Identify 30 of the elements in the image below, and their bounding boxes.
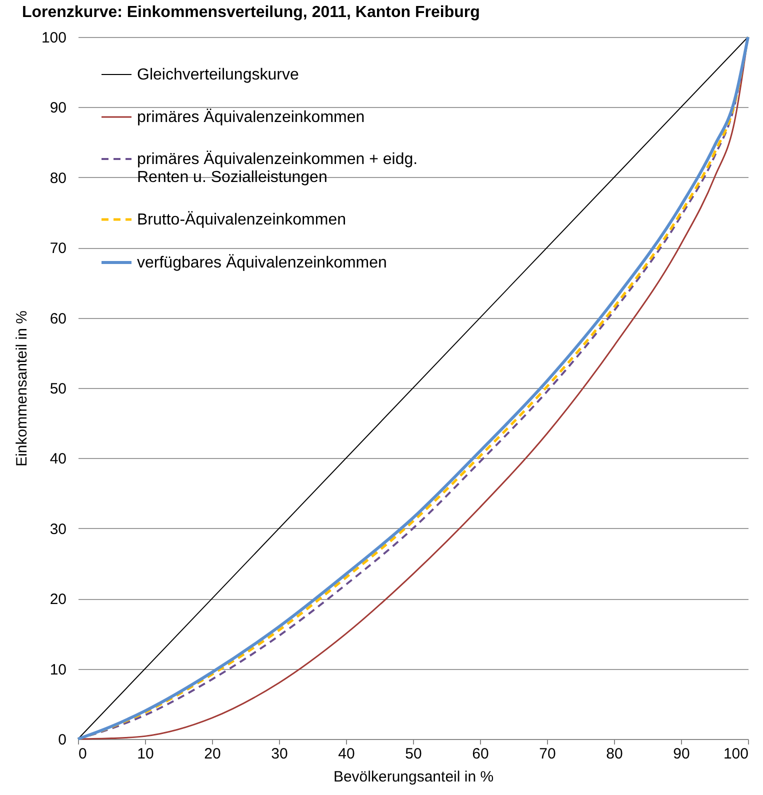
legend-label: verfügbares Äquivalenzeinkommen [137,254,387,272]
y-axis-title: Einkommensanteil in % [13,310,30,466]
y-tick-label: 100 [41,30,66,46]
x-tick-label: 40 [338,746,355,762]
x-tick-label: 20 [204,746,221,762]
x-tick-label: 0 [78,746,87,762]
x-tick-label: 90 [673,746,690,762]
y-tick-label: 10 [50,661,66,678]
y-tick-label: 50 [50,380,66,398]
x-tick-label: 80 [606,746,623,762]
x-tick-label: 100 [723,746,748,762]
legend-label: Gleichverteilungskurve [137,66,299,84]
x-axis-title: Bevölkerungsanteil in % [333,768,494,786]
legend-label: primäres Äquivalenzeinkommen [137,108,365,126]
y-tick-label: 70 [50,240,66,258]
chart-title: Lorenzkurve: Einkommensverteilung, 2011, Kanton Freiburg [22,4,480,21]
x-tick-label: 30 [271,746,288,762]
legend-label: Brutto-Äquivalenzeinkommen [137,210,346,228]
x-tick-label: 70 [539,746,556,762]
y-tick-label: 20 [50,591,66,608]
y-tick-label: 40 [50,450,66,468]
y-tick-label: 0 [58,732,66,748]
y-tick-label: 60 [50,310,66,328]
x-tick-label: 10 [137,746,154,762]
y-tick-label: 80 [50,170,66,187]
y-tick-label: 90 [50,100,66,117]
x-tick-label: 60 [472,746,489,762]
x-tick-label: 50 [405,746,422,762]
y-tick-label: 30 [50,520,66,538]
legend-label: primäres Äquivalenzeinkommen + eidg. Renten u. Sozialleistungen [137,150,418,186]
